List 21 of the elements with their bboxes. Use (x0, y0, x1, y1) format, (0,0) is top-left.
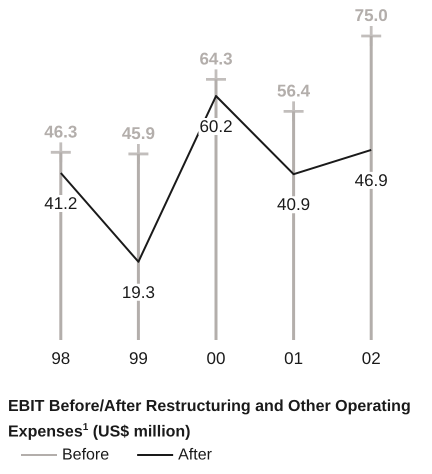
data-label: 60.2 (199, 116, 233, 136)
legend-label: After (178, 446, 213, 464)
point (361, 26, 382, 46)
x-tick-label: 01 (284, 349, 304, 368)
data-label: 64.3 (199, 49, 233, 68)
x-tick-label: 00 (206, 349, 226, 368)
legend-label: Before (62, 446, 110, 464)
data-label: 56.4 (277, 81, 311, 100)
data-label: 46.3 (44, 122, 78, 142)
data-label: 19.3 (122, 282, 155, 302)
data-label: 41.2 (44, 194, 78, 214)
data-label: 75.0 (354, 6, 388, 25)
x-tick-label: 98 (51, 349, 70, 368)
data-label: 45.9 (122, 124, 155, 143)
text: EBIT Before/After Restructuring and Other Operating Expenses$^{1}$ (US$ million) (8, 397, 412, 442)
data-label: 46.9 (354, 170, 388, 190)
data-label: 40.9 (277, 195, 310, 214)
x-tick-label: 02 (362, 349, 381, 368)
point (284, 101, 304, 122)
x-tick-label: 99 (128, 349, 148, 368)
point (128, 144, 148, 164)
